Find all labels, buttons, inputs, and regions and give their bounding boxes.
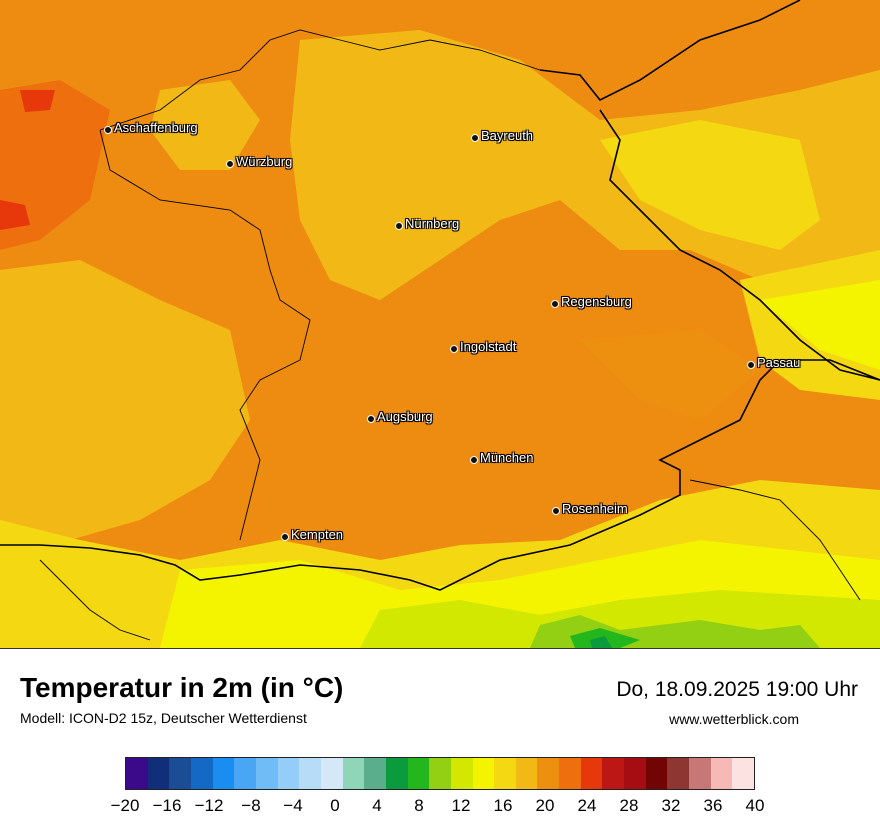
- city-label: Bayreuth: [481, 128, 534, 143]
- state-border-southeast: [689, 479, 861, 601]
- legend-tick-label: −20: [110, 796, 140, 815]
- temperature-hotspot-1: [20, 90, 55, 112]
- legend-swatch: [342, 758, 365, 789]
- temperature-hotspot-2: [0, 200, 30, 230]
- legend-tick-label: 24: [577, 796, 597, 815]
- legend-swatch: [147, 758, 170, 789]
- legend-tick-label: 4: [372, 796, 382, 815]
- city-dot: [395, 222, 403, 230]
- legend-tick-label: 16: [493, 796, 513, 815]
- state-border-southwest: [39, 559, 151, 641]
- legend-swatch: [667, 758, 690, 789]
- legend-tick-labels: −20 −16 −12 −8 −4 0 4 8 12 16 20 24 28 32 36 40: [0, 796, 880, 820]
- temperature-zone-forest: [600, 120, 820, 250]
- map-title: Temperatur in 2m (in °C): [20, 672, 344, 703]
- legend-swatch: [472, 758, 495, 789]
- temperature-map: Aschaffenburg Würzburg Bayreuth Nürnberg…: [0, 0, 880, 649]
- state-borders: [39, 29, 861, 641]
- legend-swatch: [364, 758, 386, 789]
- city-dot: [470, 456, 478, 464]
- legend-swatch: [732, 758, 755, 789]
- legend-tick-label: 40: [745, 796, 765, 815]
- legend-swatch: [212, 758, 235, 789]
- legend-tick-label: −12: [194, 796, 224, 815]
- temperature-zone-cool-east: [760, 280, 880, 370]
- legend-tick-label: −4: [283, 796, 303, 815]
- legend-swatch: [299, 758, 321, 789]
- legend-swatch: [624, 758, 646, 789]
- city-dot: [471, 134, 479, 142]
- border-lines: [0, 0, 880, 591]
- legend-swatch: [559, 758, 581, 789]
- legend-tick-label: 20: [535, 796, 555, 815]
- legend-swatch: [580, 758, 603, 789]
- legend-tick-label: −8: [241, 796, 261, 815]
- website-link: www.wetterblick.com: [669, 711, 799, 727]
- temperature-zone-spessart: [150, 80, 260, 170]
- legend-swatch: [320, 758, 343, 789]
- temperature-zone-summit-cold: [590, 636, 612, 648]
- city-dot: [552, 507, 560, 515]
- city-dot: [367, 415, 375, 423]
- city-label: Kempten: [291, 527, 344, 542]
- national-border-north: [539, 0, 801, 102]
- legend-swatch: [126, 758, 148, 789]
- city-label: Regensburg: [561, 294, 632, 309]
- national-border-south: [0, 359, 880, 591]
- state-border-north: [99, 29, 541, 131]
- legend-swatch: [407, 758, 430, 789]
- legend-swatch: [234, 758, 256, 789]
- city-dot: [450, 345, 458, 353]
- legend-tick-label: 8: [414, 796, 424, 815]
- city-label: Nürnberg: [405, 216, 460, 231]
- legend-tick-label: 12: [451, 796, 471, 815]
- legend-swatch: [385, 758, 408, 789]
- city-label: Würzburg: [236, 154, 293, 169]
- city-dot: [226, 160, 234, 168]
- legend-tick-label: 36: [703, 796, 723, 815]
- city-label: Rosenheim: [562, 501, 628, 516]
- legend-swatch: [689, 758, 711, 789]
- legend-swatch: [494, 758, 516, 789]
- legend-swatch: [515, 758, 538, 789]
- forecast-datetime: Do, 18.09.2025 19:00 Uhr: [616, 678, 858, 701]
- city-label: Augsburg: [377, 409, 433, 424]
- legend-swatch: [602, 758, 625, 789]
- legend-swatch: [429, 758, 451, 789]
- temperature-zone-danube: [580, 330, 760, 420]
- city-label: Passau: [757, 355, 801, 370]
- city-dot: [104, 126, 112, 134]
- legend-swatch: [710, 758, 733, 789]
- city-label: Aschaffenburg: [114, 120, 198, 135]
- legend-swatch: [255, 758, 278, 789]
- legend-swatch: [645, 758, 668, 789]
- temperature-field: [0, 0, 880, 648]
- legend-swatch: [190, 758, 213, 789]
- city-label: München: [480, 450, 534, 465]
- legend-swatch: [537, 758, 560, 789]
- legend-tick-label: 32: [661, 796, 681, 815]
- national-border-czech: [599, 109, 880, 381]
- legend-swatch: [450, 758, 473, 789]
- city-label: Ingolstadt: [460, 339, 517, 354]
- temperature-zone-main-valley: [0, 80, 110, 250]
- legend-swatch: [277, 758, 300, 789]
- legend-tick-label: 28: [619, 796, 639, 815]
- legend-swatch: [169, 758, 191, 789]
- color-legend: [125, 757, 755, 790]
- map-subtitle: Modell: ICON-D2 15z, Deutscher Wetterdie…: [20, 710, 307, 726]
- legend-tick-label: −16: [152, 796, 182, 815]
- city-dot: [747, 361, 755, 369]
- temperature-zone-west: [0, 260, 250, 540]
- city-dot: [281, 533, 289, 541]
- state-border-west: [99, 129, 311, 541]
- city-dot: [551, 300, 559, 308]
- legend-tick-label: 0: [330, 796, 340, 815]
